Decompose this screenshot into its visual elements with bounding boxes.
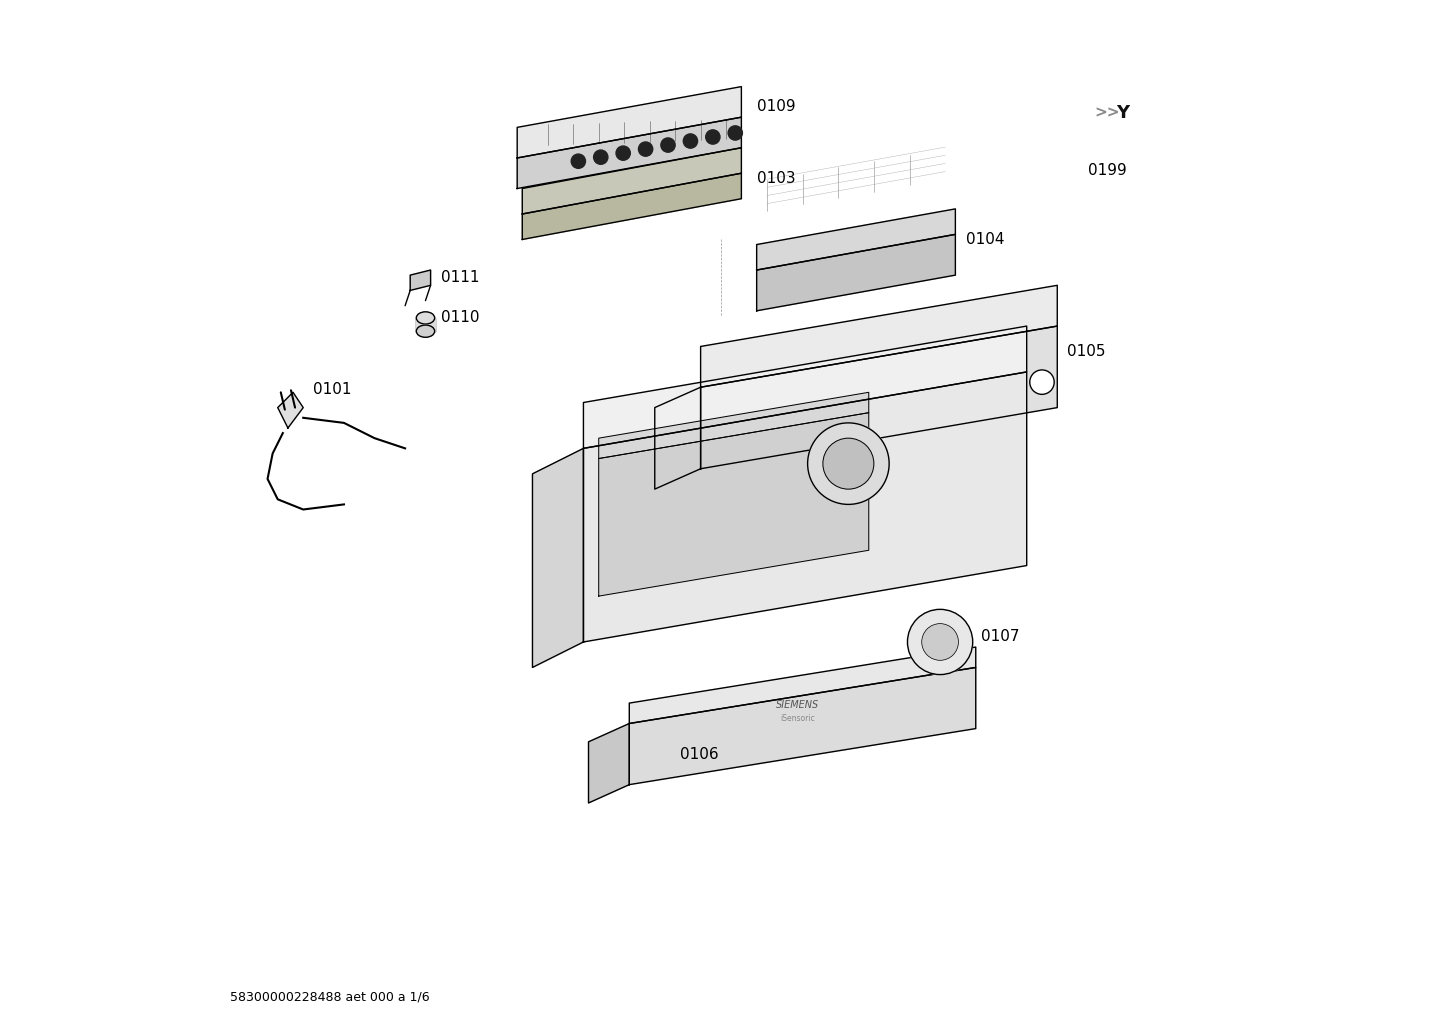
Polygon shape <box>655 387 701 489</box>
Polygon shape <box>278 392 303 428</box>
Text: 0107: 0107 <box>981 630 1019 644</box>
Circle shape <box>728 125 743 140</box>
Polygon shape <box>629 647 976 723</box>
Text: 0109: 0109 <box>757 100 796 114</box>
Polygon shape <box>701 285 1057 387</box>
Text: >>: >> <box>1094 106 1120 121</box>
Text: 0103: 0103 <box>757 171 796 185</box>
Circle shape <box>1030 370 1054 394</box>
Circle shape <box>571 154 585 168</box>
Polygon shape <box>598 413 868 596</box>
Ellipse shape <box>417 312 434 324</box>
Bar <box>417 318 434 331</box>
Circle shape <box>705 129 720 144</box>
Ellipse shape <box>417 325 434 337</box>
Text: 0110: 0110 <box>441 311 479 325</box>
Polygon shape <box>518 87 741 158</box>
Polygon shape <box>410 270 431 290</box>
Text: 0101: 0101 <box>313 382 352 396</box>
Polygon shape <box>757 209 956 270</box>
Text: 0199: 0199 <box>1087 163 1126 177</box>
Polygon shape <box>588 723 629 803</box>
Polygon shape <box>584 372 1027 642</box>
Circle shape <box>921 624 959 660</box>
Text: SIEMENS: SIEMENS <box>776 700 819 710</box>
Polygon shape <box>522 148 741 214</box>
Polygon shape <box>584 326 1027 448</box>
Text: iSensoric: iSensoric <box>780 714 815 722</box>
Polygon shape <box>532 448 584 667</box>
Text: 0105: 0105 <box>1067 344 1106 359</box>
Polygon shape <box>518 117 741 189</box>
Text: 58300000228488 aet 000 a 1/6: 58300000228488 aet 000 a 1/6 <box>229 990 430 1003</box>
Polygon shape <box>701 326 1057 469</box>
Circle shape <box>639 142 653 156</box>
Text: 0104: 0104 <box>966 232 1004 247</box>
Polygon shape <box>598 392 868 459</box>
Polygon shape <box>757 234 956 311</box>
Circle shape <box>823 438 874 489</box>
Bar <box>1073 82 1142 148</box>
Circle shape <box>808 423 890 504</box>
Circle shape <box>616 146 630 160</box>
Circle shape <box>684 133 698 148</box>
Circle shape <box>907 609 973 675</box>
Polygon shape <box>629 667 976 785</box>
Text: Y: Y <box>1116 104 1129 122</box>
Circle shape <box>660 138 675 152</box>
Circle shape <box>594 150 609 164</box>
Text: 0106: 0106 <box>681 747 720 761</box>
Polygon shape <box>522 173 741 239</box>
Text: 0111: 0111 <box>441 270 479 284</box>
